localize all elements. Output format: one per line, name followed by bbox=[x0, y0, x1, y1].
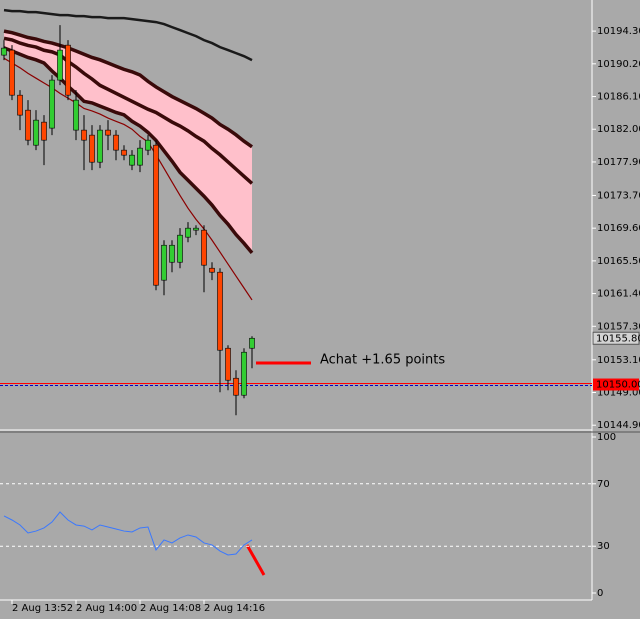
y-tick-label: 10177.90 bbox=[597, 157, 640, 168]
candle-body bbox=[241, 351, 247, 396]
candle-body bbox=[9, 49, 15, 96]
y-tick-label: 10144.90 bbox=[597, 420, 640, 431]
x-tick-label: 2 Aug 14:08 bbox=[140, 603, 201, 614]
y-tick-label: 10149.00 bbox=[597, 388, 640, 399]
candle-body bbox=[169, 244, 175, 263]
ma-line bbox=[3, 46, 254, 255]
candle-body bbox=[57, 49, 63, 81]
candle-body bbox=[233, 377, 239, 396]
y-tick-label: 70 bbox=[597, 479, 610, 490]
candle-body bbox=[65, 44, 71, 96]
candle-body bbox=[129, 154, 135, 166]
candle-body bbox=[193, 227, 199, 231]
y-tick-label: 10173.70 bbox=[597, 190, 640, 201]
y-tick-label: 10194.30 bbox=[597, 26, 640, 37]
y-tick-label: 30 bbox=[597, 541, 610, 552]
ma-line bbox=[3, 8, 253, 62]
y-tick-label: 10161.40 bbox=[597, 289, 640, 300]
candle-body bbox=[49, 79, 55, 129]
candle-body bbox=[217, 271, 223, 351]
x-tick-label: 2 Aug 13:52 bbox=[12, 603, 73, 614]
candle-body bbox=[145, 139, 151, 151]
x-tick-label: 2 Aug 14:16 bbox=[204, 603, 265, 614]
candle-body bbox=[137, 147, 143, 166]
level-box bbox=[593, 378, 639, 391]
candle-body bbox=[25, 109, 31, 141]
rsi-line bbox=[3, 511, 253, 556]
y-tick-label: 0 bbox=[597, 588, 603, 599]
candle-body bbox=[113, 134, 119, 151]
candle-body bbox=[153, 144, 159, 286]
candle-body bbox=[33, 119, 39, 146]
candle-body bbox=[105, 129, 111, 136]
y-tick-label: 10186.10 bbox=[597, 92, 640, 103]
candle-body bbox=[249, 337, 255, 349]
candle-body bbox=[209, 267, 215, 273]
candle-body bbox=[81, 129, 87, 141]
candle-body bbox=[121, 149, 127, 156]
candle-body bbox=[41, 121, 47, 141]
y-tick-label: 100 bbox=[597, 432, 616, 443]
y-tick-label: 10165.50 bbox=[597, 256, 640, 267]
level-box-label: 10150.00 bbox=[596, 380, 640, 391]
y-tick-label: 10169.60 bbox=[597, 223, 640, 234]
candle-body bbox=[225, 347, 231, 381]
ma-line bbox=[3, 57, 253, 301]
ma-line bbox=[3, 29, 254, 149]
x-tick-label: 2 Aug 14:00 bbox=[76, 603, 137, 614]
y-tick-label: 10182.00 bbox=[597, 124, 640, 135]
candle-body bbox=[201, 229, 207, 266]
candle-body bbox=[17, 94, 23, 116]
y-tick-label: 10190.20 bbox=[597, 59, 640, 70]
y-tick-label: 10157.30 bbox=[597, 321, 640, 332]
candle-body bbox=[1, 47, 7, 56]
y-tick-label: 10153.10 bbox=[597, 355, 640, 366]
candle-body bbox=[185, 227, 191, 238]
candle-body bbox=[89, 134, 95, 163]
candle-body bbox=[161, 244, 167, 281]
candle-body bbox=[97, 129, 103, 163]
price-box-label: 10155.80 bbox=[596, 333, 640, 344]
candle-body bbox=[177, 234, 183, 263]
price-box bbox=[592, 331, 640, 345]
annotation: Achat +1.65 points bbox=[320, 353, 445, 368]
candle-body bbox=[73, 99, 79, 131]
rsi-arrow bbox=[245, 544, 266, 576]
band bbox=[4, 31, 252, 253]
ma-line bbox=[3, 36, 254, 185]
